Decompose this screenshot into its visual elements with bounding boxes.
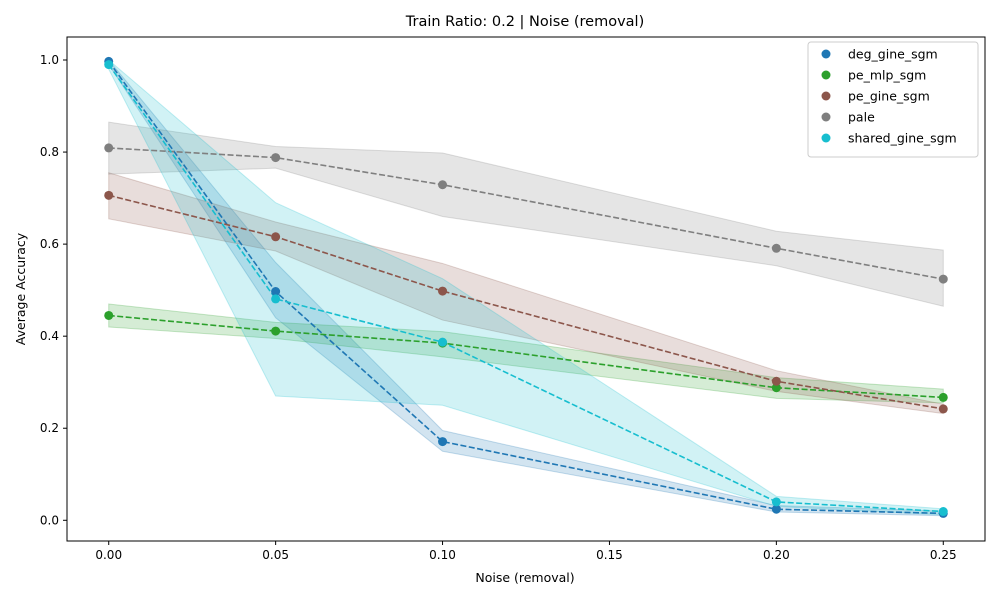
line-deg_gine_sgm bbox=[108, 60, 944, 515]
point-pe_mlp_sgm bbox=[271, 326, 281, 336]
point-shared_gine_sgm bbox=[938, 507, 948, 517]
y-tick-label: 0.2 bbox=[40, 421, 59, 435]
point-pe_mlp_sgm bbox=[104, 310, 114, 320]
point-deg_gine_sgm bbox=[771, 504, 781, 514]
point-pe_gine_sgm bbox=[438, 286, 448, 296]
point-pe_gine_sgm bbox=[104, 190, 114, 200]
band-pe_gine_sgm bbox=[108, 172, 944, 415]
x-tick-label: 0.00 bbox=[95, 548, 122, 562]
x-tick-label: 0.15 bbox=[596, 548, 623, 562]
point-pe_mlp_sgm bbox=[771, 383, 781, 393]
legend-box bbox=[807, 41, 979, 158]
legend-label-shared_gine_sgm: shared_gine_sgm bbox=[848, 131, 957, 146]
y-tick-label: 0.8 bbox=[40, 145, 59, 159]
x-tick-label: 0.20 bbox=[763, 548, 790, 562]
point-pale bbox=[771, 243, 781, 253]
legend-marker-pale bbox=[821, 112, 831, 122]
point-shared_gine_sgm bbox=[104, 60, 114, 70]
legend-label-deg_gine_sgm: deg_gine_sgm bbox=[848, 47, 938, 62]
point-deg_gine_sgm bbox=[271, 287, 281, 297]
plot-frame bbox=[66, 36, 986, 542]
point-pale bbox=[104, 143, 114, 153]
point-pale bbox=[938, 274, 948, 284]
axes: 0.00 0.05 0.10 0.15 0.20 0.25 0.0 0.2 0.4 0.6 0.8 1… bbox=[40, 36, 986, 562]
band-pale bbox=[108, 121, 944, 307]
point-shared_gine_sgm bbox=[771, 497, 781, 507]
legend-label-pe_mlp_sgm: pe_mlp_sgm bbox=[848, 68, 926, 83]
series-points bbox=[104, 56, 948, 518]
point-pale bbox=[438, 180, 448, 190]
point-pe_gine_sgm bbox=[771, 376, 781, 386]
x-axis-label: Noise (removal) bbox=[475, 570, 574, 585]
point-pale bbox=[271, 153, 281, 163]
y-tick-label: 0.6 bbox=[40, 237, 59, 251]
point-shared_gine_sgm bbox=[438, 337, 448, 347]
x-tick-label: 0.05 bbox=[262, 548, 289, 562]
y-axis-label: Average Accuracy bbox=[13, 232, 28, 345]
point-deg_gine_sgm bbox=[438, 437, 448, 447]
x-tick-label: 0.25 bbox=[930, 548, 957, 562]
legend-label-pe_gine_sgm: pe_gine_sgm bbox=[848, 89, 930, 104]
legend-marker-pe_gine_sgm bbox=[821, 91, 831, 101]
legend-marker-deg_gine_sgm bbox=[821, 49, 831, 59]
point-pe_gine_sgm bbox=[938, 404, 948, 414]
y-tick-label: 1.0 bbox=[40, 53, 59, 67]
point-shared_gine_sgm bbox=[271, 294, 281, 304]
legend-marker-shared_gine_sgm bbox=[821, 133, 831, 143]
chart-title: Train Ratio: 0.2 | Noise (removal) bbox=[405, 14, 645, 30]
x-tick-label: 0.10 bbox=[429, 548, 456, 562]
line-pe_gine_sgm bbox=[108, 194, 944, 410]
y-tick-label: 0.0 bbox=[40, 513, 59, 527]
legend-marker-pe_mlp_sgm bbox=[821, 70, 831, 80]
point-pe_mlp_sgm bbox=[938, 392, 948, 402]
point-pe_gine_sgm bbox=[271, 232, 281, 242]
legend-label-pale: pale bbox=[848, 110, 875, 125]
y-tick-label: 0.4 bbox=[40, 329, 59, 343]
